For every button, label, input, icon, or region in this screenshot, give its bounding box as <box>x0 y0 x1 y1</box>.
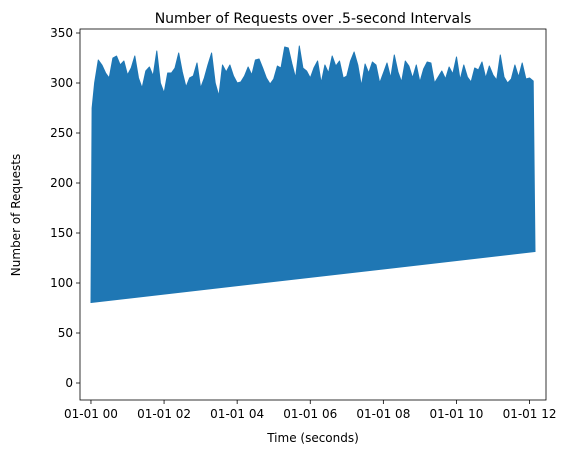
y-tick-label: 200 <box>50 176 73 190</box>
x-axis-label: Time (seconds) <box>266 431 359 445</box>
y-tick-label: 50 <box>58 326 73 340</box>
x-tick-label: 01-01 10 <box>429 407 483 421</box>
x-tick-label: 01-01 04 <box>210 407 264 421</box>
x-tick-label: 01-01 06 <box>283 407 337 421</box>
y-axis: 0 50 100 150 200 250 300 350 <box>50 26 80 390</box>
series-requests <box>90 45 536 304</box>
x-tick-label: 01-01 12 <box>503 407 557 421</box>
x-tick-label: 01-01 08 <box>356 407 410 421</box>
x-tick-label: 01-01 02 <box>137 407 191 421</box>
chart-title: Number of Requests over .5-second Interv… <box>155 11 472 27</box>
y-axis-label: Number of Requests <box>9 154 23 276</box>
y-tick-label: 250 <box>50 126 73 140</box>
axes-frame <box>79 28 547 401</box>
y-tick-label: 300 <box>50 76 73 90</box>
y-tick-label: 150 <box>50 226 73 240</box>
y-tick-label: 350 <box>50 26 73 40</box>
x-tick-label: 01-01 00 <box>64 407 118 421</box>
x-axis: 01-01 00 01-01 02 01-01 04 01-01 06 01-01 08… <box>64 400 557 421</box>
plot-area <box>90 45 536 304</box>
y-tick-label: 100 <box>50 276 73 290</box>
y-tick-label: 0 <box>65 376 73 390</box>
